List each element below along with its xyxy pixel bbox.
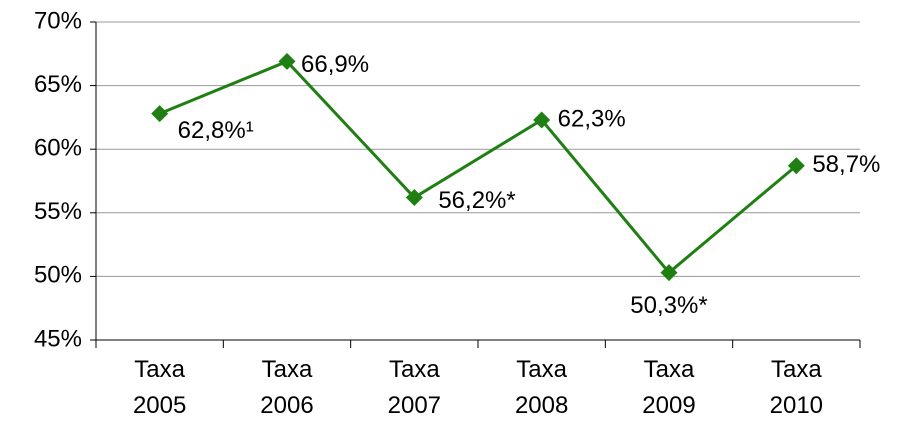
marker: [151, 105, 169, 123]
marker: [405, 189, 423, 207]
x-tick-label: Taxa 2006: [260, 356, 314, 419]
x-tick-label: Taxa 2009: [642, 356, 696, 419]
x-tick-label: Taxa 2010: [769, 356, 824, 419]
data-label: 50,3%*: [630, 292, 707, 319]
y-tick-label: 65%: [34, 71, 82, 98]
y-tick-label: 60%: [34, 135, 82, 162]
x-tick-label: Taxa 2008: [514, 356, 569, 419]
data-label: 58,7%: [812, 151, 880, 178]
data-label: 56,2%*: [438, 187, 515, 214]
y-tick-label: 70%: [34, 7, 82, 34]
marker: [660, 264, 678, 282]
data-label: 62,3%: [558, 105, 626, 132]
y-tick-label: 45%: [34, 325, 82, 352]
x-tick-label: Taxa 2007: [387, 356, 442, 419]
data-label: 66,9%: [301, 51, 369, 78]
x-tick-label: Taxa 2005: [132, 356, 187, 419]
data-label: 62,8%¹: [178, 117, 254, 144]
marker: [787, 157, 805, 175]
y-tick-label: 55%: [34, 198, 82, 225]
line: [159, 59, 798, 275]
marker: [533, 111, 551, 129]
y-tick-label: 50%: [34, 262, 82, 289]
